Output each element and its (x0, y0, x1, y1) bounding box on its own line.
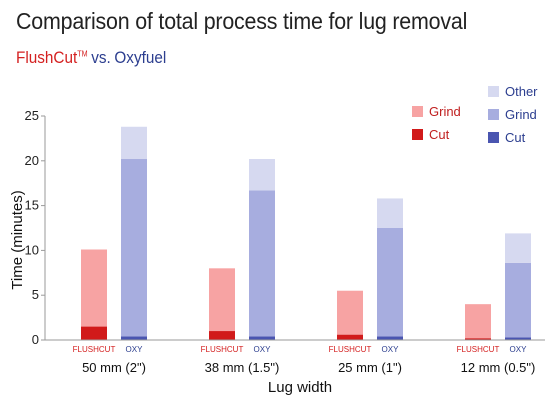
flushcut-cut-bar-3 (337, 334, 363, 340)
flushcut-cut-bar-2 (209, 331, 235, 340)
flushcut-grind-bar-2 (209, 268, 235, 332)
subtitle-flushcut: FlushCut (16, 48, 78, 67)
y-tick-label: 0 (32, 332, 39, 347)
oxy-other-bar-1 (121, 126, 147, 160)
legend-flushcut-cut-label: Cut (429, 127, 450, 142)
legend-oxy-cut-label: Cut (505, 130, 526, 145)
x-tick-label: 38 mm (1.5") (205, 360, 280, 375)
legend-oxy-grind-label: Grind (505, 107, 537, 122)
bar-label-flushcut: FLUSHCUT (201, 345, 244, 354)
legend-flushcut-grind-label: Grind (429, 104, 461, 119)
y-axis-label: Time (minutes) (9, 190, 26, 289)
x-tick-label: 50 mm (2") (82, 360, 146, 375)
flushcut-grind-bar-1 (81, 249, 107, 327)
legend-oxy-other-swatch (488, 86, 499, 97)
legend-oxy-cut-swatch (488, 132, 499, 143)
legend-flushcut-grind-swatch (412, 106, 423, 117)
chart-subtitle: FlushCutTM vs. Oxyfuel (16, 48, 166, 68)
subtitle-oxyfuel: Oxyfuel (114, 48, 167, 67)
legend-oxy-other-label: Other (505, 84, 538, 99)
plot-area (81, 126, 531, 340)
bar-label-flushcut: FLUSHCUT (73, 345, 116, 354)
x-axis-label: Lug width (268, 379, 332, 396)
bar-label-oxy: OXY (254, 345, 272, 354)
oxy-cut-bar-2 (249, 336, 275, 340)
y-tick-label: 15 (25, 198, 39, 213)
oxy-other-bar-4 (505, 233, 531, 263)
bar-label-oxy: OXY (510, 345, 528, 354)
x-tick-label: 25 mm (1") (338, 360, 402, 375)
flushcut-cut-bar-4 (465, 338, 491, 340)
oxy-grind-bar-3 (377, 228, 403, 337)
y-tick-label: 25 (25, 108, 39, 123)
flushcut-cut-bar-1 (81, 326, 107, 340)
flushcut-grind-bar-4 (465, 304, 491, 339)
oxy-cut-bar-4 (505, 337, 531, 340)
oxy-grind-bar-1 (121, 159, 147, 337)
x-tick-label: 12 mm (0.5") (461, 360, 536, 375)
flushcut-grind-bar-3 (337, 290, 363, 335)
axes: FLUSHCUT OXY 50 mm (2") FLUSHCUT OXY 38 mm (1… (25, 108, 545, 375)
bar-label-flushcut: FLUSHCUT (457, 345, 500, 354)
subtitle-trademark: TM (77, 49, 88, 59)
bar-label-oxy: OXY (382, 345, 400, 354)
legend: Grind Cut Other Grind Cut (412, 84, 538, 145)
subtitle-vs: vs. (91, 48, 111, 67)
bar-label-flushcut: FLUSHCUT (329, 345, 372, 354)
legend-flushcut-cut-swatch (412, 129, 423, 140)
oxy-cut-bar-1 (121, 336, 147, 340)
legend-oxy-grind-swatch (488, 109, 499, 120)
chart-title: Comparison of total process time for lug… (16, 8, 468, 34)
oxy-grind-bar-4 (505, 262, 531, 338)
oxy-grind-bar-2 (249, 190, 275, 337)
y-tick-label: 5 (32, 287, 39, 302)
oxy-cut-bar-3 (377, 336, 403, 340)
y-tick-label: 10 (25, 242, 39, 257)
oxy-other-bar-3 (377, 198, 403, 228)
bar-label-oxy: OXY (126, 345, 144, 354)
y-tick-label: 20 (25, 153, 39, 168)
oxy-other-bar-2 (249, 159, 275, 191)
